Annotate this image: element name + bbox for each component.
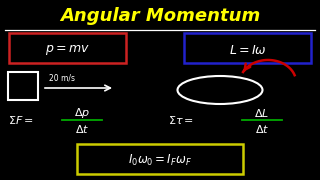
Text: $\Delta L$: $\Delta L$ <box>254 107 269 119</box>
Bar <box>8 72 38 100</box>
Text: $p = mv$: $p = mv$ <box>45 43 91 57</box>
Text: $\Delta t$: $\Delta t$ <box>255 123 269 135</box>
Ellipse shape <box>178 76 262 104</box>
Text: Angular Momentum: Angular Momentum <box>60 7 260 25</box>
Text: $\Delta p$: $\Delta p$ <box>74 106 90 120</box>
Text: $\Sigma F = $: $\Sigma F = $ <box>8 114 34 126</box>
Text: $L = I\omega$: $L = I\omega$ <box>229 44 267 57</box>
FancyBboxPatch shape <box>77 144 243 174</box>
FancyBboxPatch shape <box>184 33 311 63</box>
FancyBboxPatch shape <box>9 33 126 63</box>
Text: 20 m/s: 20 m/s <box>49 73 75 82</box>
Text: $I_0\omega_0 = I_F\omega_F$: $I_0\omega_0 = I_F\omega_F$ <box>128 152 192 168</box>
Text: $\Delta t$: $\Delta t$ <box>75 123 89 135</box>
Text: $\Sigma\tau = $: $\Sigma\tau = $ <box>168 114 194 126</box>
